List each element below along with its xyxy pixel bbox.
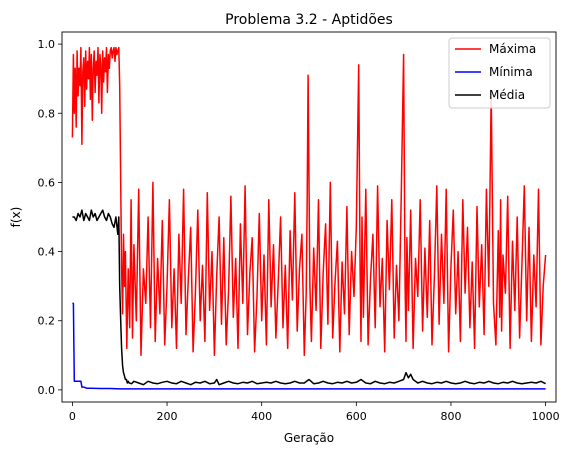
chart-title: Problema 3.2 - Aptidões: [225, 12, 393, 28]
legend-box: [448, 37, 551, 109]
y-tick-label: 1.0: [38, 38, 56, 51]
x-tick-label: 600: [346, 410, 367, 423]
series-line-2: [72, 302, 546, 390]
series-line-1: [71, 46, 547, 357]
legend: Máxima Mínima Média: [448, 37, 551, 109]
series-line-3: [72, 209, 546, 386]
x-tick-label: 800: [440, 410, 461, 423]
y-tick-label: 0.0: [38, 384, 56, 397]
y-tick-label: 0.2: [38, 315, 56, 328]
series-layer: [71, 46, 547, 390]
y-tick-label: 0.4: [38, 246, 56, 259]
x-tick-label: 400: [251, 410, 272, 423]
axis-ticks: 0 200 400 600 800 1000 0.0 0.2 0.4 0.6 0.8 1.0: [38, 38, 560, 423]
y-tick-label: 0.6: [38, 176, 56, 189]
legend-label-maxima: Máxima: [489, 42, 536, 56]
y-tick-label: 0.8: [38, 107, 56, 120]
x-tick-label: 0: [69, 410, 76, 423]
x-axis-label: Geração: [284, 431, 334, 445]
legend-label-minima: Mínima: [489, 65, 533, 79]
plot-area-frame: [61, 31, 557, 403]
x-tick-label: 1000: [532, 410, 560, 423]
x-tick-label: 200: [157, 410, 178, 423]
legend-label-media: Média: [489, 88, 525, 102]
y-axis-label: f(x): [9, 207, 23, 228]
